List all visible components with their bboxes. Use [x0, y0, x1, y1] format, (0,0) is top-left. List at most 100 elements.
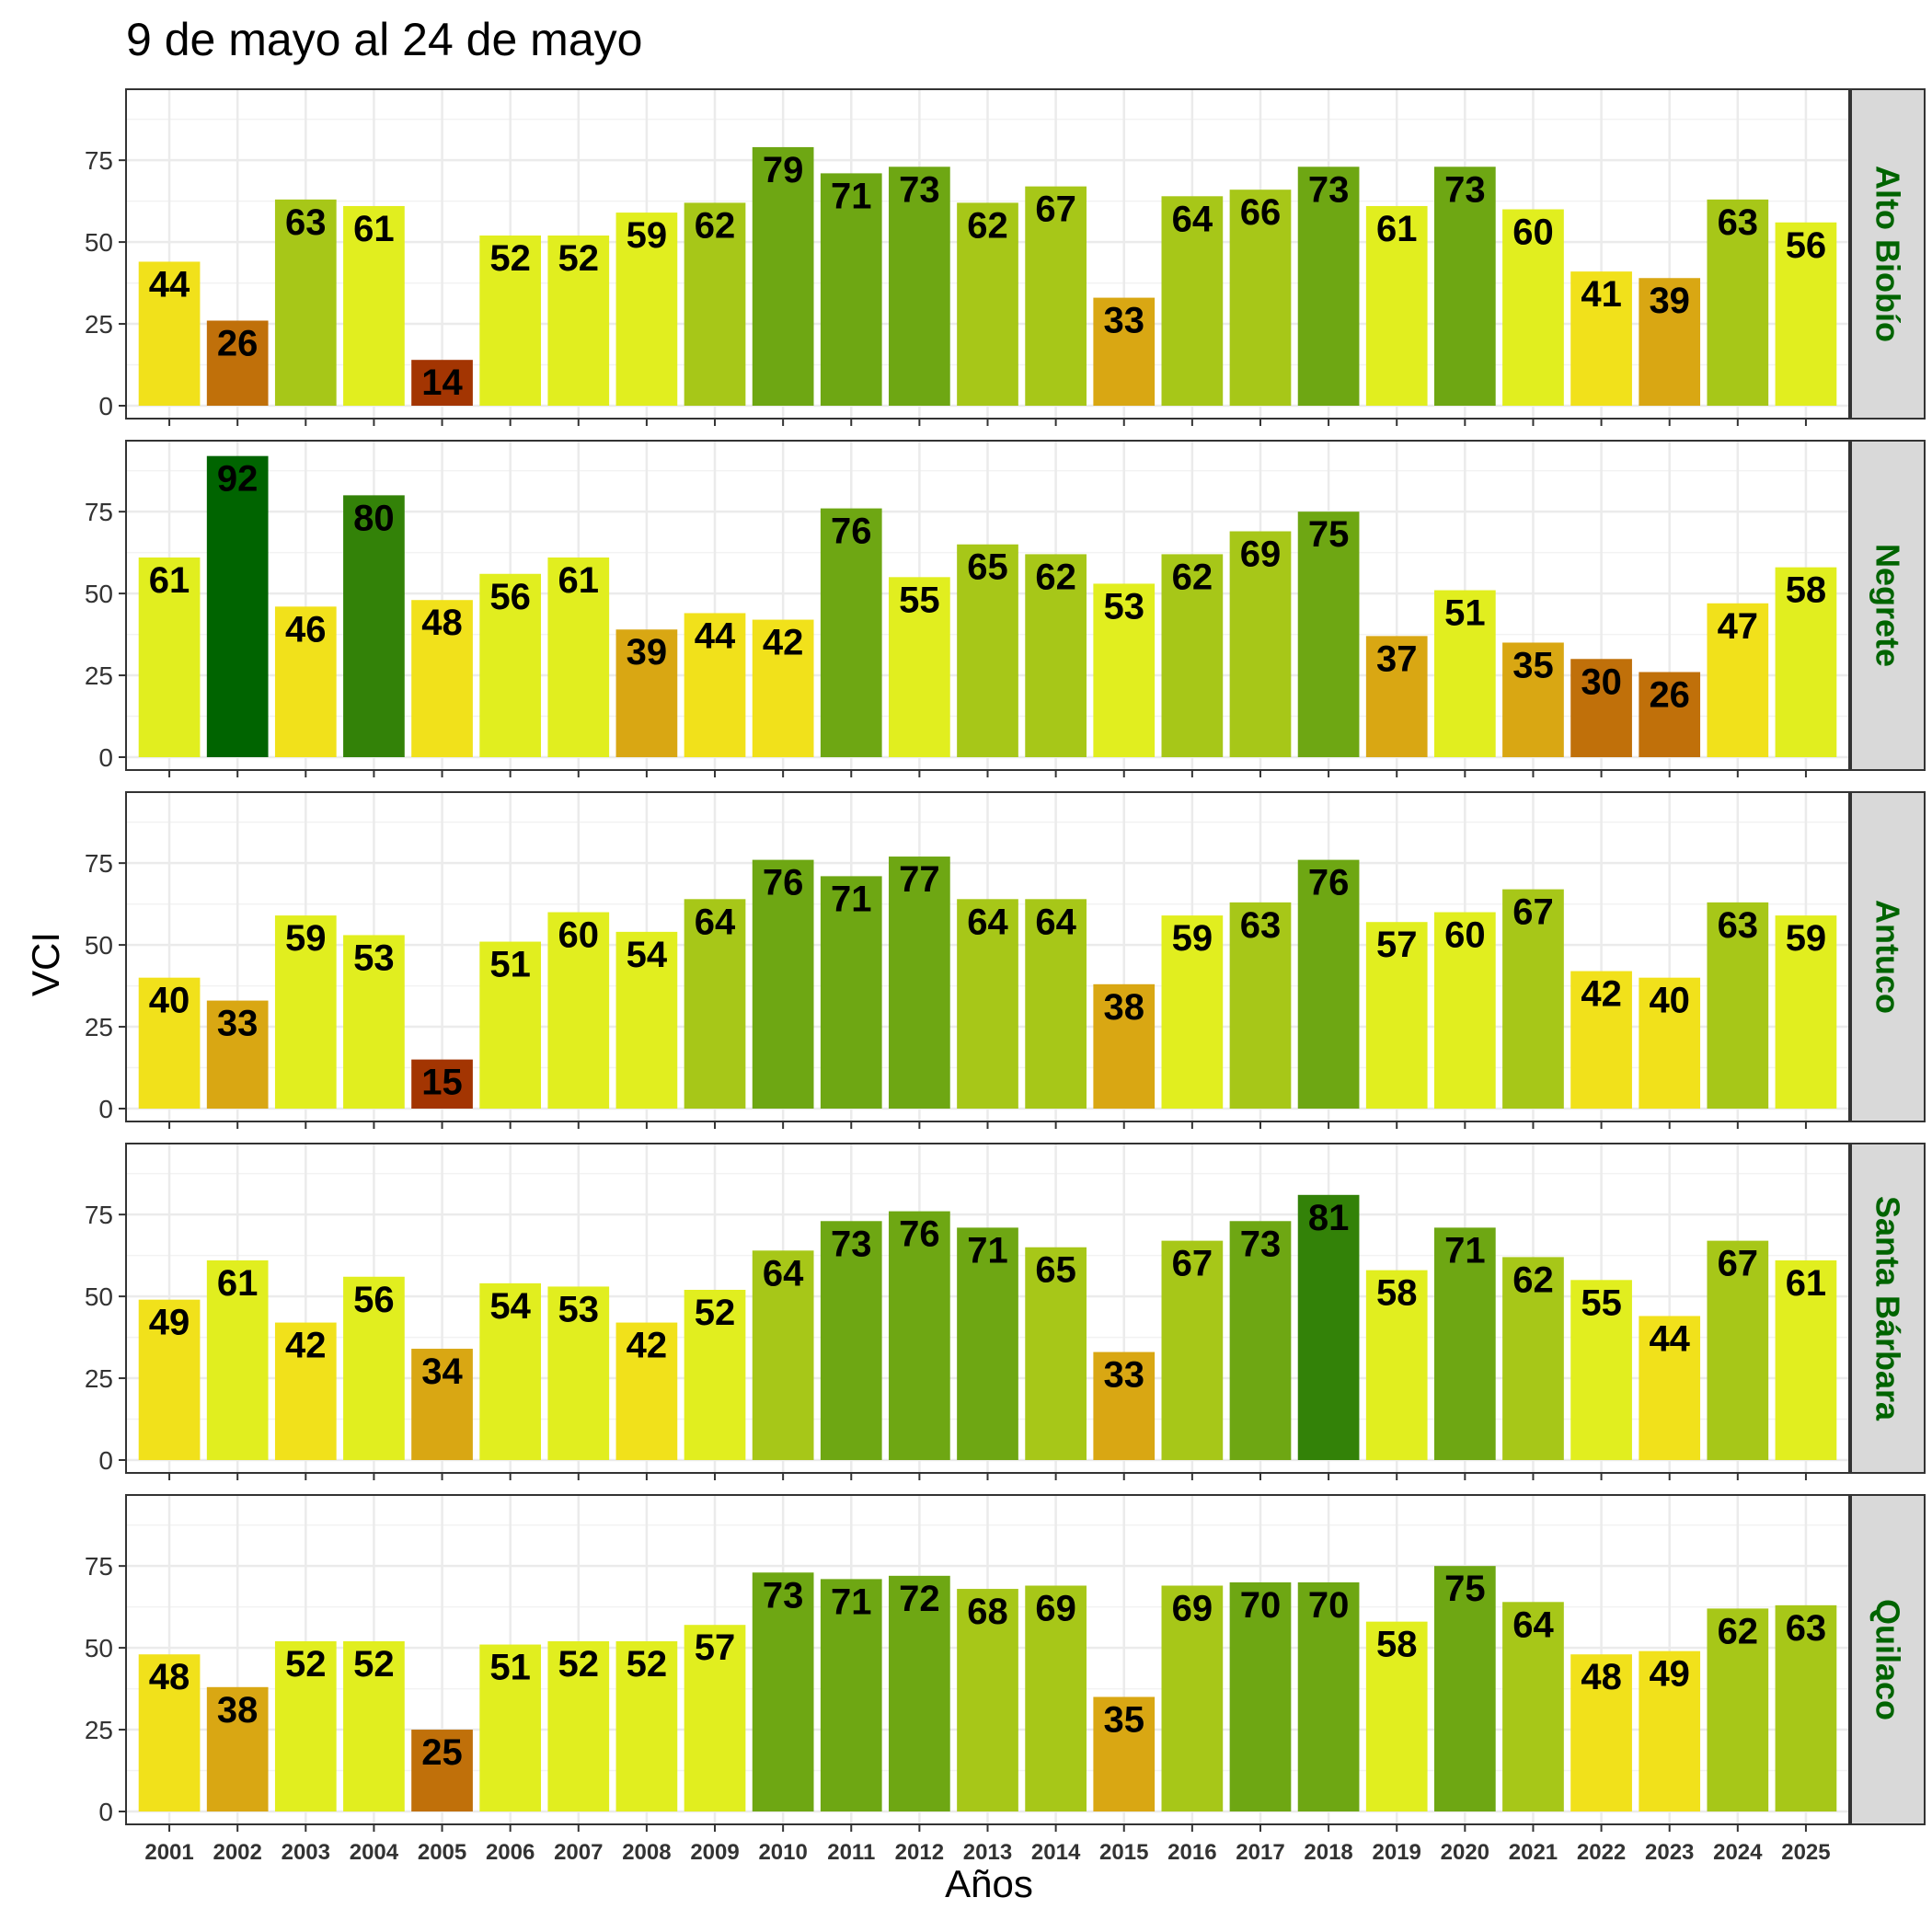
bar [752, 859, 814, 1109]
bar [411, 1730, 473, 1811]
bar-value-label: 30 [1581, 661, 1622, 702]
bar-value-label: 48 [421, 603, 463, 643]
bar [343, 495, 405, 757]
bar-value-label: 62 [1718, 1611, 1759, 1651]
bar [1093, 1351, 1156, 1460]
facet-strip [1850, 1143, 1926, 1474]
bar [547, 235, 610, 406]
bar-value-label: 56 [489, 577, 531, 617]
bar [206, 320, 269, 406]
bar-value-label: 64 [1172, 199, 1213, 239]
bar [1707, 902, 1769, 1109]
bar-value-label: 76 [831, 512, 872, 552]
bar-value-label: 60 [1444, 915, 1486, 956]
bar [1297, 512, 1360, 757]
facet-strip [1850, 88, 1926, 420]
bar-value-label: 76 [763, 863, 804, 903]
x-tick-label: 2011 [827, 1840, 875, 1865]
bar [1297, 859, 1360, 1109]
bar-value-label: 56 [1786, 225, 1827, 266]
bar [615, 1640, 678, 1811]
bar [615, 931, 678, 1109]
bar [820, 876, 882, 1109]
bar [1025, 899, 1087, 1109]
bar [479, 1282, 542, 1460]
bar-value-label: 69 [1035, 1589, 1076, 1629]
bar-value-label: 33 [1103, 1355, 1144, 1396]
bar-value-label: 26 [1649, 674, 1690, 715]
bar-value-label: 26 [217, 323, 259, 363]
bar [957, 1589, 1018, 1811]
bar-value-label: 56 [353, 1280, 395, 1320]
x-tick-label: 2007 [554, 1840, 603, 1865]
bar [1433, 1566, 1496, 1811]
x-tick-label: 2019 [1373, 1840, 1421, 1865]
bar-value-label: 64 [695, 902, 736, 942]
bar-value-label: 80 [353, 498, 395, 538]
bar-value-label: 34 [421, 1351, 463, 1392]
bar [1707, 1240, 1769, 1460]
bar-value-label: 75 [1444, 1569, 1486, 1609]
y-tick-label: 75 [85, 849, 113, 878]
bar-value-label: 51 [489, 945, 531, 985]
bar [411, 1349, 473, 1460]
bar-value-label: 46 [285, 609, 327, 650]
bar [274, 199, 337, 406]
bar [1570, 971, 1632, 1109]
bar [820, 173, 882, 406]
bar-value-label: 63 [285, 202, 327, 243]
bar-value-label: 76 [899, 1214, 940, 1255]
bar [1229, 531, 1292, 757]
bar [820, 1579, 882, 1811]
bar-value-label: 54 [627, 935, 668, 975]
x-tick-label: 2012 [895, 1840, 944, 1865]
bar-value-label: 52 [558, 1644, 600, 1685]
bar-value-label: 52 [558, 238, 600, 279]
bar-value-label: 54 [489, 1286, 531, 1327]
x-tick-label: 2003 [282, 1840, 330, 1865]
bar [1502, 1257, 1564, 1460]
x-tick-label: 2002 [213, 1840, 261, 1865]
facet-strip [1850, 440, 1926, 771]
bar [1229, 902, 1292, 1109]
bar [889, 577, 950, 757]
x-tick-label: 2005 [418, 1840, 466, 1865]
x-tick-label: 2001 [144, 1840, 193, 1865]
bar-value-label: 48 [1581, 1657, 1622, 1697]
y-tick-label: 75 [85, 1552, 113, 1581]
bar [1639, 977, 1701, 1109]
bar [1229, 1581, 1292, 1811]
bar [547, 557, 610, 757]
x-tick-label: 2022 [1577, 1840, 1626, 1865]
bar [684, 613, 746, 757]
bar [1639, 278, 1701, 406]
facet-strip [1850, 791, 1926, 1122]
bar-value-label: 71 [831, 1581, 872, 1622]
bar [1433, 590, 1496, 757]
bar-value-label: 62 [1512, 1259, 1554, 1300]
bar [1161, 1585, 1224, 1811]
bar-value-label: 40 [1649, 981, 1690, 1021]
bar [1433, 1227, 1496, 1460]
bar-value-label: 57 [1376, 925, 1418, 965]
bar-value-label: 59 [285, 918, 327, 959]
bar [274, 606, 337, 757]
bar-value-label: 73 [763, 1575, 804, 1616]
bar-value-label: 70 [1308, 1585, 1350, 1626]
bar [1025, 1247, 1087, 1460]
x-tick-label: 2006 [486, 1840, 535, 1865]
bar-value-label: 79 [763, 150, 804, 190]
bar-value-label: 53 [353, 937, 395, 978]
bar [1570, 1654, 1632, 1811]
x-tick-label: 2010 [758, 1840, 807, 1865]
bar-value-label: 61 [353, 209, 395, 249]
bar-value-label: 61 [1786, 1263, 1827, 1304]
bar [1161, 196, 1224, 406]
x-tick-label: 2008 [622, 1840, 671, 1865]
bar [343, 205, 405, 406]
facet-strip-label: Quilaco [1869, 1599, 1907, 1720]
x-tick-label: 2016 [1167, 1840, 1216, 1865]
bar [957, 544, 1018, 757]
bar [343, 1276, 405, 1460]
bar [1502, 642, 1564, 757]
